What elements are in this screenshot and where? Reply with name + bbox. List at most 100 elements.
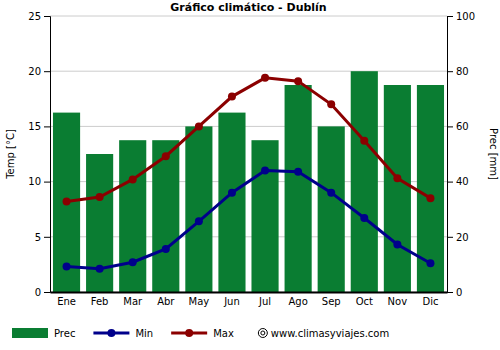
tick-label: Ago xyxy=(288,296,307,307)
tick-mark xyxy=(44,126,50,127)
bar xyxy=(119,140,146,292)
tick-label: Abr xyxy=(157,296,175,307)
copyright-icon xyxy=(258,329,267,338)
axis-line xyxy=(448,17,454,293)
legend-item: Max xyxy=(171,328,234,339)
tick: 100 xyxy=(447,11,475,22)
grid xyxy=(50,16,447,292)
tick-mark xyxy=(44,71,50,72)
tick: Ago xyxy=(288,292,307,307)
tick-label: Jul xyxy=(258,296,271,307)
bar xyxy=(318,126,345,292)
legend-marker xyxy=(107,329,115,337)
marker xyxy=(426,194,434,202)
marker xyxy=(129,175,137,183)
grid-line xyxy=(50,292,447,293)
tick: 20 xyxy=(447,232,469,243)
marker xyxy=(195,122,203,130)
tick-label: 0 xyxy=(35,287,41,298)
tick: Ene xyxy=(57,292,76,307)
bar xyxy=(285,85,312,292)
marker xyxy=(294,168,302,176)
tick-label: 20 xyxy=(456,232,469,243)
y-axis: 0 5 10 15 20 25 xyxy=(28,11,50,298)
marker xyxy=(393,174,401,182)
tick: 5 xyxy=(35,232,50,243)
marker xyxy=(261,74,269,82)
tick-mark xyxy=(447,292,453,293)
tick-mark xyxy=(447,71,453,72)
tick-label: 40 xyxy=(456,176,469,187)
tick: 0 xyxy=(447,287,462,298)
grid-line xyxy=(50,71,447,72)
plot: Ene Feb Mar Abr May Jun Jul Ago Sep Oct Nov Dic 0 5 10… xyxy=(28,11,475,307)
line xyxy=(67,78,431,202)
tick-label: Oct xyxy=(356,296,373,307)
tick-label: May xyxy=(189,296,210,307)
tick-label: Jun xyxy=(223,296,240,307)
marker xyxy=(294,77,302,85)
legend-item: Min xyxy=(93,328,153,339)
tick-mark xyxy=(44,237,50,238)
marker xyxy=(228,189,236,197)
tick-label: 5 xyxy=(35,232,41,243)
marker xyxy=(96,265,104,273)
marker xyxy=(162,152,170,160)
marker xyxy=(426,259,434,267)
tick-label: 25 xyxy=(28,11,41,22)
marker xyxy=(63,197,71,205)
tick: 80 xyxy=(447,66,469,77)
tick-label: 60 xyxy=(456,121,469,132)
marker xyxy=(195,217,203,225)
tick-label: Sep xyxy=(322,296,341,307)
tick: 0 xyxy=(35,287,50,298)
tick-mark xyxy=(447,237,453,238)
legend-swatch xyxy=(12,328,48,338)
marker xyxy=(228,93,236,101)
tick: Dic xyxy=(422,292,438,307)
tick: Sep xyxy=(322,292,341,307)
tick-label: Mar xyxy=(123,296,143,307)
legend-label: Min xyxy=(135,328,153,339)
bar xyxy=(384,85,411,292)
marker xyxy=(327,100,335,108)
tick-label: 80 xyxy=(456,66,469,77)
y2-axis-title: Prec [mm] xyxy=(488,128,499,180)
annotation: www.climasyviajes.com xyxy=(258,328,389,339)
legend-item: Prec xyxy=(12,328,75,339)
bar xyxy=(53,113,80,292)
tick: 15 xyxy=(28,121,50,132)
tick-label: Dic xyxy=(422,296,438,307)
marker xyxy=(360,214,368,222)
y-axis-title: Temp [°C] xyxy=(5,129,16,180)
tick: Abr xyxy=(157,292,175,307)
tick-mark xyxy=(447,16,453,17)
legend-label: Prec xyxy=(54,328,75,339)
tick-label: 10 xyxy=(28,176,41,187)
tick-label: 100 xyxy=(456,11,475,22)
bar xyxy=(86,154,113,292)
tick-mark xyxy=(44,182,50,183)
title: Gráfico climático - Dublín xyxy=(170,1,326,14)
marks xyxy=(53,71,444,292)
bar xyxy=(417,85,444,292)
tick: Oct xyxy=(356,292,373,307)
bar xyxy=(351,71,378,292)
chart: Ene Feb Mar Abr May Jun Jul Ago Sep Oct Nov Dic 0 5 10… xyxy=(0,0,500,350)
tick: 10 xyxy=(28,176,50,187)
tick-label: 20 xyxy=(28,66,41,77)
marker xyxy=(327,189,335,197)
x-axis: Ene Feb Mar Abr May Jun Jul Ago Sep Oct Nov Dic xyxy=(51,292,448,307)
tick-label: 0 xyxy=(456,287,462,298)
legend-marker xyxy=(185,329,193,337)
tick: Feb xyxy=(91,292,109,307)
tick: Nov xyxy=(388,292,408,307)
tick-mark xyxy=(447,126,453,127)
marker xyxy=(129,258,137,266)
tick-label: Ene xyxy=(57,296,76,307)
marker xyxy=(63,263,71,271)
tick: 25 xyxy=(28,11,50,22)
bar xyxy=(251,140,278,292)
marker xyxy=(96,193,104,201)
axis-line xyxy=(44,17,51,293)
